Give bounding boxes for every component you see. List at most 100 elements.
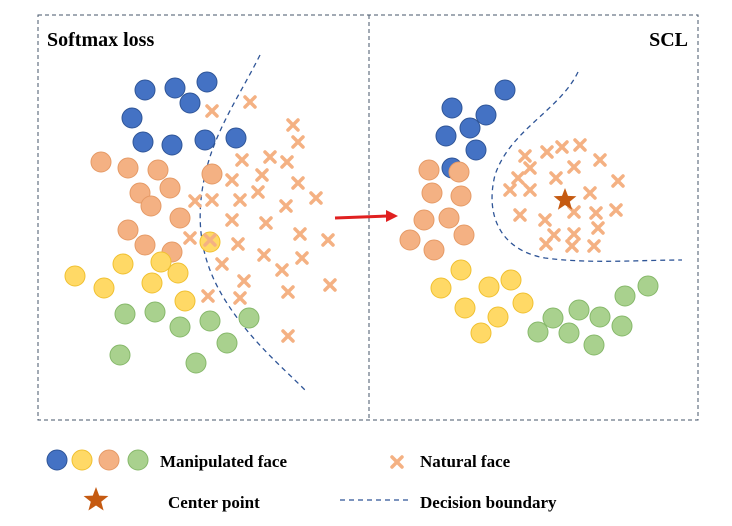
natural-cross — [523, 161, 537, 175]
frame — [37, 14, 699, 421]
marks — [46, 71, 659, 511]
face-dot — [196, 71, 218, 93]
face-dot — [46, 449, 68, 471]
arrow — [334, 214, 389, 220]
face-dot — [470, 322, 492, 344]
natural-cross — [539, 237, 553, 251]
arrow-head — [386, 210, 398, 222]
face-dot — [465, 139, 487, 161]
face-dot — [185, 352, 207, 374]
face-dot — [637, 275, 659, 297]
face-dot — [71, 449, 93, 471]
face-dot — [216, 332, 238, 354]
natural-cross — [205, 104, 219, 118]
face-dot — [614, 285, 636, 307]
natural-cross — [567, 160, 581, 174]
natural-cross — [293, 227, 307, 241]
face-dot — [418, 159, 440, 181]
decision-boundary — [491, 71, 683, 262]
face-dot — [542, 307, 564, 329]
face-dot — [98, 449, 120, 471]
face-dot — [494, 79, 516, 101]
natural-cross — [540, 145, 554, 159]
face-dot — [441, 97, 463, 119]
face-dot — [134, 234, 156, 256]
face-dot — [109, 344, 131, 366]
face-dot — [174, 290, 196, 312]
legend-label: Manipulated face — [160, 452, 287, 471]
face-dot — [583, 334, 605, 356]
face-dot — [114, 303, 136, 325]
natural-cross — [587, 239, 601, 253]
natural-cross — [565, 239, 579, 253]
face-dot — [423, 239, 445, 261]
face-dot — [589, 306, 611, 328]
legend-label: Decision boundary — [420, 493, 557, 512]
face-dot — [568, 299, 590, 321]
face-dot — [438, 207, 460, 229]
face-dot — [199, 310, 221, 332]
natural-cross — [225, 213, 239, 227]
natural-cross — [390, 455, 404, 469]
face-dot — [201, 163, 223, 185]
center-star — [83, 487, 109, 511]
natural-cross — [503, 183, 517, 197]
natural-cross — [323, 278, 337, 292]
natural-cross — [281, 329, 295, 343]
natural-cross — [523, 183, 537, 197]
face-dot — [169, 207, 191, 229]
natural-cross — [321, 233, 335, 247]
face-dot — [134, 79, 156, 101]
natural-cross — [549, 171, 563, 185]
face-dot — [399, 229, 421, 251]
face-dot — [450, 185, 472, 207]
natural-cross — [201, 289, 215, 303]
face-dot — [161, 134, 183, 156]
face-dot — [435, 125, 457, 147]
natural-cross — [255, 168, 269, 182]
face-dot — [500, 269, 522, 291]
face-dot — [611, 315, 633, 337]
face-dot — [167, 262, 189, 284]
natural-cross — [538, 213, 552, 227]
face-dot — [164, 77, 186, 99]
natural-cross — [235, 153, 249, 167]
face-dot — [169, 316, 191, 338]
natural-cross — [231, 237, 245, 251]
legend-label: Center point — [168, 493, 260, 512]
face-dot — [527, 321, 549, 343]
natural-cross — [583, 186, 597, 200]
center-star — [553, 188, 577, 210]
natural-cross — [205, 193, 219, 207]
natural-cross — [609, 203, 623, 217]
face-dot — [90, 151, 112, 173]
face-dot — [147, 159, 169, 181]
natural-cross — [259, 216, 273, 230]
natural-cross — [233, 291, 247, 305]
natural-cross — [511, 171, 525, 185]
natural-cross — [188, 194, 202, 208]
face-dot — [238, 307, 260, 329]
natural-cross — [291, 176, 305, 190]
natural-cross — [275, 263, 289, 277]
natural-cross — [567, 227, 581, 241]
face-dot — [117, 219, 139, 241]
face-dot — [558, 322, 580, 344]
natural-cross — [611, 174, 625, 188]
natural-cross — [286, 118, 300, 132]
face-dot — [459, 117, 481, 139]
natural-cross — [309, 191, 323, 205]
face-dot — [225, 127, 247, 149]
face-dot — [93, 277, 115, 299]
face-dot — [430, 277, 452, 299]
face-dot — [150, 251, 172, 273]
face-dot — [512, 292, 534, 314]
natural-cross — [573, 138, 587, 152]
natural-cross — [291, 135, 305, 149]
legend-label: Natural face — [420, 452, 511, 471]
face-dot — [453, 224, 475, 246]
face-dot — [413, 209, 435, 231]
natural-cross — [225, 173, 239, 187]
